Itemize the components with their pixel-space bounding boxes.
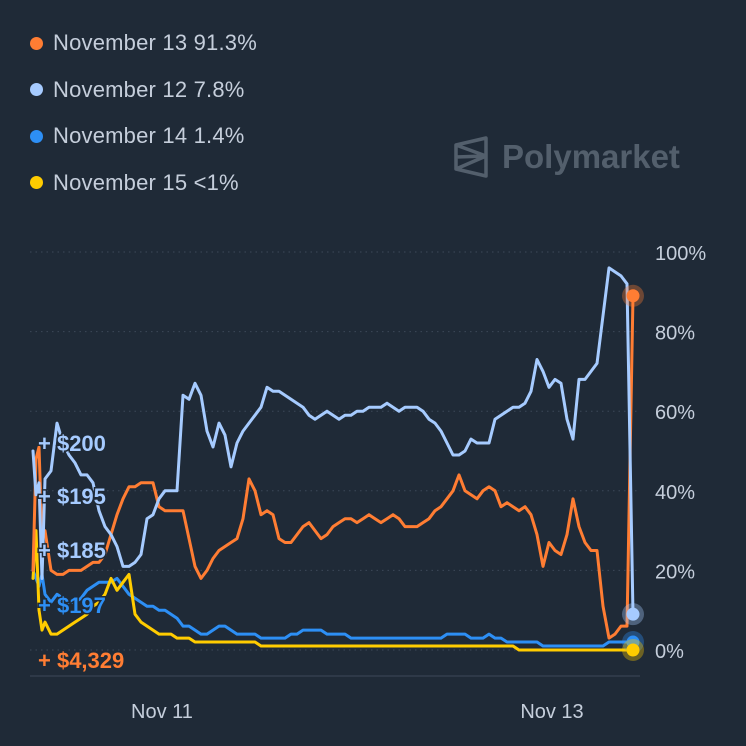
polymarket-watermark: Polymarket <box>452 136 680 178</box>
legend-item-nov12[interactable]: November 12 7.8% <box>30 67 257 114</box>
legend-item-nov15[interactable]: November 15 <1% <box>30 160 257 207</box>
legend-label: November 13 91.3% <box>53 30 257 56</box>
end-marker <box>626 643 640 657</box>
legend-label: November 15 <1% <box>53 169 239 195</box>
series-line <box>31 294 635 640</box>
trade-label: + $200 <box>38 431 106 456</box>
trade-label: + $185 <box>38 538 106 563</box>
brand-name: Polymarket <box>502 138 680 175</box>
y-tick-label: 0% <box>655 641 684 663</box>
legend-label: November 12 7.8% <box>53 76 245 102</box>
x-tick-label: Nov 11 <box>131 701 193 723</box>
legend-label: November 14 1.4% <box>53 123 245 149</box>
legend-dot <box>30 176 43 190</box>
legend-item-nov14[interactable]: November 14 1.4% <box>30 113 257 160</box>
legend-dot <box>30 36 43 50</box>
end-marker <box>626 289 640 303</box>
polymarket-logo-icon <box>454 136 488 178</box>
series-line <box>31 529 635 652</box>
series-line <box>31 266 635 616</box>
legend: November 13 91.3% November 12 7.8% Novem… <box>30 20 257 206</box>
y-tick-label: 100% <box>655 243 706 265</box>
legend-dot <box>30 129 43 143</box>
legend-item-nov13[interactable]: November 13 91.3% <box>30 20 257 67</box>
trade-label: + $195 <box>38 484 106 509</box>
trade-label: + $4,329 <box>38 648 124 673</box>
end-marker <box>626 607 640 621</box>
y-tick-label: 40% <box>655 482 695 504</box>
legend-dot <box>30 83 43 97</box>
x-tick-label: Nov 13 <box>520 701 583 723</box>
y-tick-label: 60% <box>655 402 695 424</box>
y-tick-label: 80% <box>655 323 695 345</box>
y-tick-label: 20% <box>655 561 695 583</box>
trade-label: + $197 <box>38 593 106 618</box>
series-line <box>31 568 635 648</box>
